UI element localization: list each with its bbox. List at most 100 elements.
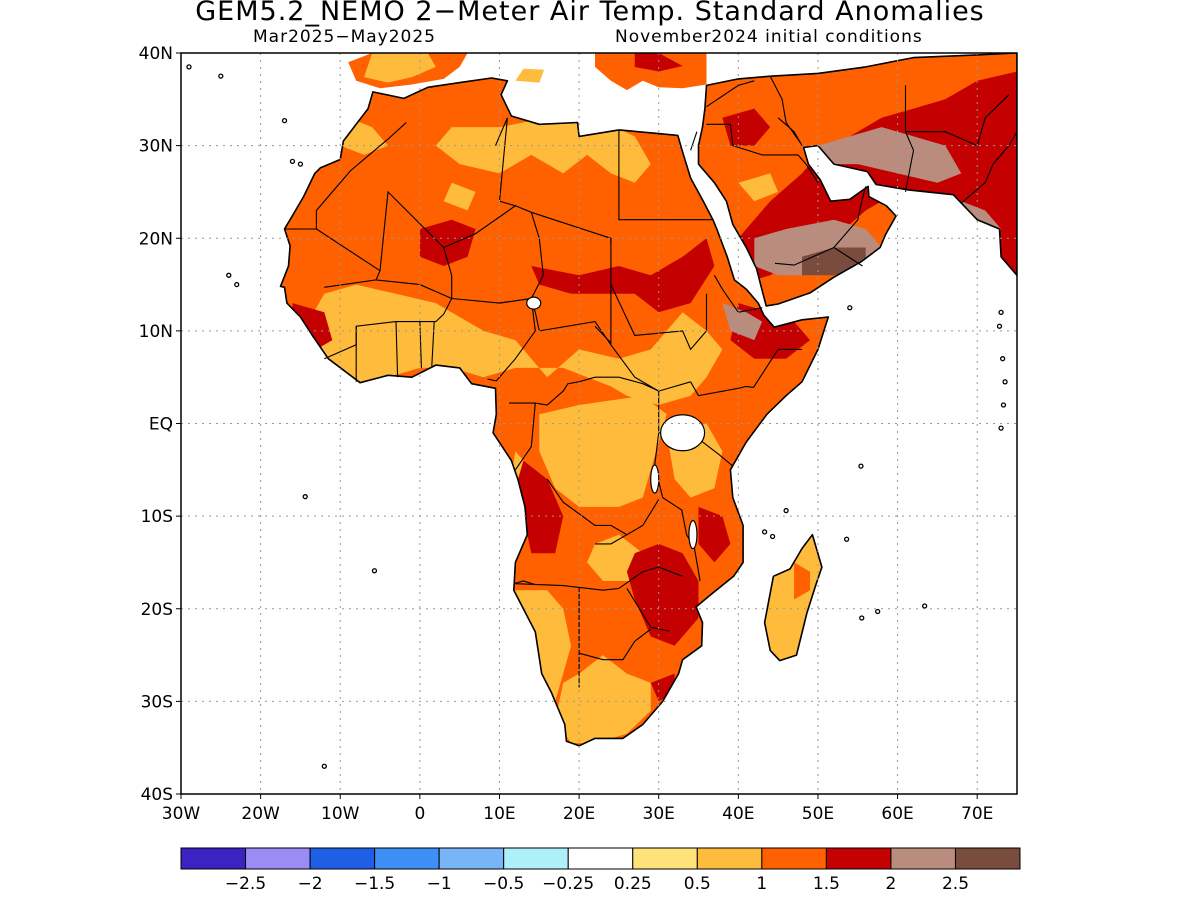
anomaly-region: [698, 506, 731, 563]
colorbar-swatch: [309, 847, 376, 870]
country-border: [535, 376, 596, 406]
country-border: [626, 588, 670, 632]
europe-anomaly-field: [348, 53, 707, 91]
colorbar-swatch: [438, 847, 505, 870]
lon-tick-label: 30E: [643, 804, 675, 824]
colorbar-label: 0.25: [614, 874, 652, 894]
lat-tick-label: 30S: [141, 692, 173, 712]
lon-tick-label: 20W: [241, 804, 280, 824]
country-border: [509, 402, 536, 471]
island: [297, 161, 304, 167]
country-border: [610, 284, 708, 351]
lon-tick-label: 0: [414, 804, 425, 824]
colorbar: −2.5 −2 −1.5 −1 −0.5 −0.25 0.25 0.5 1 1.5 2 2.5: [180, 847, 1021, 894]
anomaly-region: [722, 303, 763, 341]
colorbar-swatch: [954, 847, 1021, 870]
country-border: [706, 123, 798, 156]
island: [769, 533, 776, 540]
anomaly-region: [722, 108, 771, 146]
country-border: [530, 212, 659, 392]
colorbar-label: −2.5: [225, 874, 266, 894]
colorbar-swatch: [180, 847, 247, 870]
country-border: [419, 321, 422, 368]
country-border: [595, 376, 691, 392]
lat-tick-label: 10S: [141, 507, 173, 527]
colorbar-label: 1: [756, 874, 767, 894]
colorbar-swatch: [890, 847, 956, 870]
colorbar-label: −1.5: [354, 874, 395, 894]
anomaly-region: [419, 219, 476, 266]
africa-coastline: [279, 77, 830, 747]
anomaly-region: [818, 127, 962, 183]
lat-tick-label: 20N: [139, 229, 173, 249]
anomaly-region: [539, 395, 667, 507]
anomaly-region: [364, 53, 436, 83]
country-border: [753, 348, 802, 388]
country-border: [690, 381, 754, 397]
lake: [688, 520, 698, 550]
colorbar-swatch: [245, 847, 311, 870]
island: [875, 608, 881, 615]
colorbar-label: −0.25: [542, 874, 594, 894]
colorbar-label: 2.5: [942, 874, 969, 894]
country-border: [515, 583, 619, 591]
island: [998, 309, 1004, 316]
lat-tick-label: 40N: [139, 44, 173, 64]
island: [847, 305, 853, 311]
colorbar-label: 0.5: [684, 874, 711, 894]
colorbar-swatch: [825, 847, 892, 870]
lon-tick-label: 10E: [483, 804, 515, 824]
madagascar-coastline: [763, 533, 823, 662]
colorbar-swatch: [632, 847, 698, 870]
anomaly-region: [738, 173, 779, 202]
island: [1000, 402, 1007, 408]
country-border: [494, 117, 516, 207]
island: [289, 158, 296, 165]
island: [281, 117, 288, 124]
lon-tick-label: 30W: [162, 804, 201, 824]
country-border: [546, 478, 660, 536]
island: [843, 536, 850, 542]
anomaly-region: [794, 562, 810, 600]
island: [998, 425, 1004, 431]
lon-tick-label: 20E: [563, 804, 595, 824]
colorbar-label: −0.5: [483, 874, 524, 894]
lat-tick-label: EQ: [149, 415, 173, 435]
country-border: [618, 129, 713, 221]
colorbar-label: 1.5: [813, 874, 840, 894]
colorbar-swatch: [567, 847, 634, 870]
country-border: [797, 154, 819, 183]
country-border: [487, 297, 536, 382]
colorbar-swatch: [374, 847, 440, 870]
island: [1002, 379, 1008, 385]
country-border: [316, 228, 381, 288]
lon-tick-label: 60E: [881, 804, 913, 824]
colorbar-label: 2: [885, 874, 896, 894]
anomaly-region: [634, 53, 683, 72]
country-border: [690, 131, 698, 151]
map-title: GEM5.2_NEMO 2−Meter Air Temp. Standard A…: [195, 0, 985, 27]
country-border: [833, 186, 867, 248]
island: [1000, 356, 1006, 362]
island: [921, 603, 928, 609]
initial-conditions: November2024 initial conditions: [615, 27, 923, 47]
anomaly-region: [531, 238, 715, 313]
country-border: [774, 246, 863, 267]
country-border: [578, 628, 652, 661]
lake: [659, 414, 706, 452]
island: [234, 281, 240, 288]
lat-tick-label: 10N: [139, 322, 173, 342]
country-border: [284, 122, 407, 230]
country-border: [594, 238, 612, 345]
country-border: [904, 85, 915, 193]
country-border: [960, 131, 1017, 204]
country-border: [395, 321, 399, 378]
island: [302, 494, 308, 500]
island: [858, 463, 864, 469]
island: [218, 73, 224, 79]
colorbar-swatch: [761, 847, 827, 870]
anomaly-region: [626, 543, 699, 646]
island: [859, 615, 865, 621]
lake: [526, 296, 542, 310]
